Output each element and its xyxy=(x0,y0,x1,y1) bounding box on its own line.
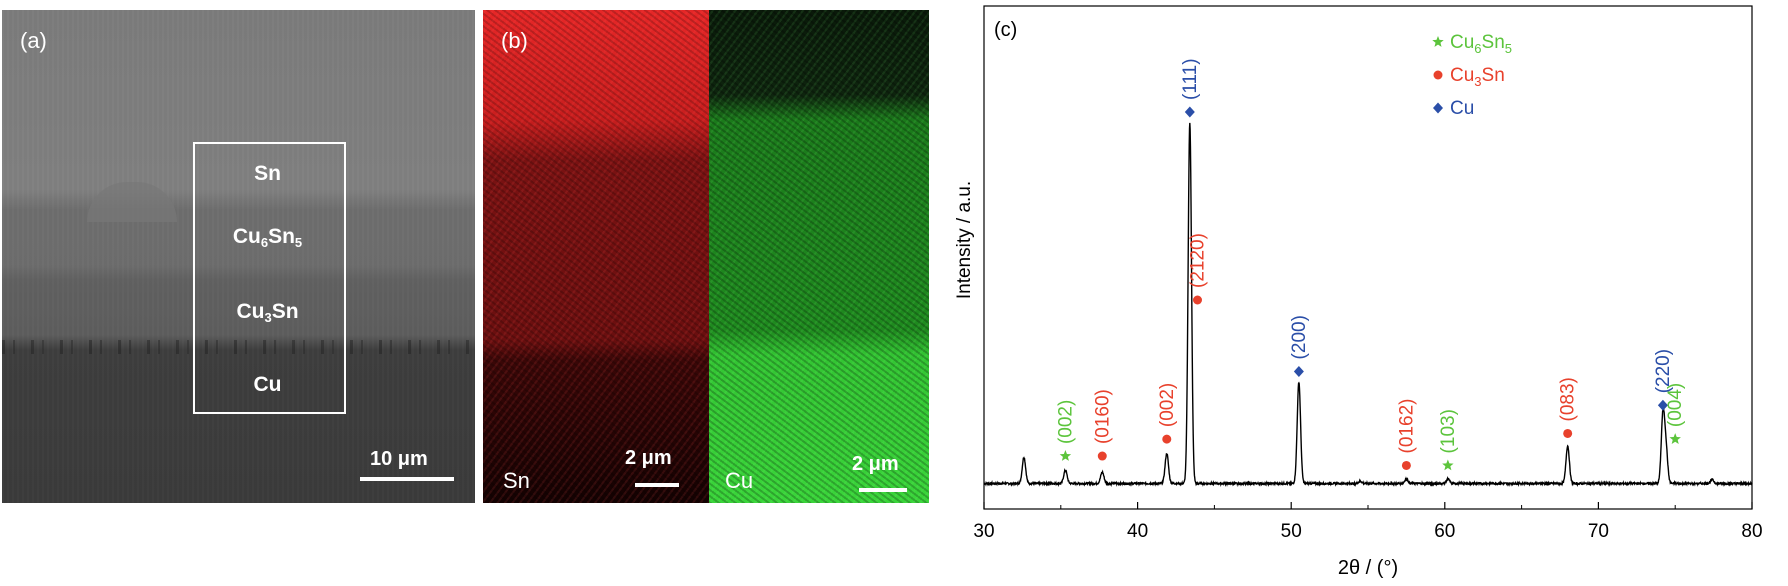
peak-label-4: (2120) xyxy=(1188,233,1209,288)
x-tick-label-70: 70 xyxy=(1588,521,1609,542)
layer-label-cu6sn5: Cu6Sn5 xyxy=(232,225,303,250)
peak-marker-cu-3 xyxy=(1184,106,1195,118)
scale-bar-a xyxy=(360,477,454,481)
eds-map-cu: Cu 2 μm xyxy=(709,10,929,503)
interface-voids xyxy=(2,340,475,354)
scale-bar-cu xyxy=(859,488,907,492)
legend-label-cu6sn5: Cu6Sn5 xyxy=(1450,32,1512,56)
x-axis-label: 2θ / (°) xyxy=(1338,557,1398,579)
xrd-pattern-line xyxy=(983,122,1753,488)
peak-marker-cu3sn-1 xyxy=(1097,451,1107,461)
panel-a-tag: (a) xyxy=(20,28,47,53)
peak-label-1: (0160) xyxy=(1092,389,1113,444)
peak-label-7: (103) xyxy=(1438,409,1459,453)
xrd-chart-panel: (c) Intensity / a.u. 2θ / (°) 30 40 50 60 70… xyxy=(940,0,1788,586)
legend-marker-cu3sn xyxy=(1433,70,1443,80)
legend: Cu6Sn5 Cu3Sn Cu xyxy=(1432,32,1512,119)
sem-cross-section-panel: (a) Sn Cu6Sn5 Cu3Sn Cu 10 μm xyxy=(2,10,475,503)
x-tick-label-30: 30 xyxy=(973,521,994,542)
y-axis-label: Intensity / a.u. xyxy=(954,181,975,299)
peak-marker-cu6sn5-0 xyxy=(1059,450,1072,461)
legend-marker-cu xyxy=(1433,102,1443,114)
x-ticks: 30 40 50 60 70 80 xyxy=(973,502,1763,542)
peak-annotations: (002) (0160) (002) (111) (2120) (200) (0162) (1… xyxy=(1055,58,1686,471)
x-tick-label-40: 40 xyxy=(1127,521,1148,542)
scale-bar-sn xyxy=(635,483,679,487)
region-of-interest-box xyxy=(193,142,346,414)
peak-label-8: (083) xyxy=(1558,377,1579,421)
peak-marker-cu3sn-6 xyxy=(1401,460,1411,470)
xrd-chart: (c) Intensity / a.u. 2θ / (°) 30 40 50 60 70… xyxy=(954,5,1763,579)
legend-label-cu: Cu xyxy=(1450,98,1474,119)
peak-marker-cu3sn-8 xyxy=(1563,428,1573,438)
x-tick-label-60: 60 xyxy=(1434,521,1455,542)
peak-marker-cu-5 xyxy=(1293,365,1304,377)
peak-label-10: (004) xyxy=(1665,383,1686,427)
x-tick-label-50: 50 xyxy=(1281,521,1302,542)
eds-element-cu: Cu xyxy=(725,468,754,493)
x-tick-label-80: 80 xyxy=(1741,521,1762,542)
peak-label-9: (220) xyxy=(1653,349,1674,393)
layer-label-sn: Sn xyxy=(254,162,281,185)
layer-label-cu: Cu xyxy=(253,373,282,396)
scale-bar-label-sn: 2 μm xyxy=(625,447,672,469)
legend-marker-cu6sn5 xyxy=(1432,36,1444,47)
sem-texture xyxy=(2,10,475,503)
eds-element-sn: Sn xyxy=(503,468,530,493)
peak-label-3: (111) xyxy=(1180,58,1201,100)
peak-label-5: (200) xyxy=(1289,315,1310,359)
peak-marker-cu-9 xyxy=(1657,399,1668,411)
eds-map-sn: (b) Sn 2 μm xyxy=(483,10,709,503)
legend-label-cu3sn: Cu3Sn xyxy=(1450,65,1505,89)
peak-marker-cu3sn-4 xyxy=(1193,295,1203,305)
peak-marker-cu3sn-2 xyxy=(1162,434,1172,444)
scale-bar-label-cu: 2 μm xyxy=(852,453,899,475)
peak-label-0: (002) xyxy=(1055,400,1076,444)
peak-label-6: (0162) xyxy=(1396,399,1417,454)
layer-label-cu3sn: Cu3Sn xyxy=(236,300,299,325)
panel-b-tag: (b) xyxy=(501,28,528,53)
peak-label-2: (002) xyxy=(1157,383,1178,427)
peak-marker-cu6sn5-7 xyxy=(1442,459,1454,471)
scale-bar-label-a: 10 μm xyxy=(370,448,428,470)
peak-marker-cu6sn5-10 xyxy=(1669,433,1681,444)
panel-c-tag: (c) xyxy=(994,19,1017,41)
